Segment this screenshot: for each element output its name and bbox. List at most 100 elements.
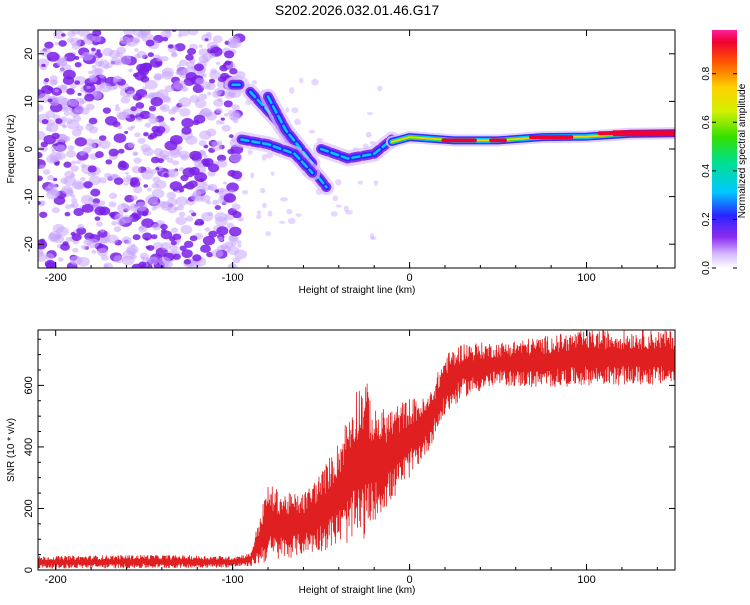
noise-blob <box>204 227 211 232</box>
noise-blob <box>145 194 158 205</box>
noise-blob <box>134 132 141 138</box>
noise-blob <box>279 197 288 202</box>
noise-blob <box>38 58 50 68</box>
noise-blob <box>228 134 234 139</box>
noise-blob <box>132 234 141 241</box>
noise-blob <box>80 244 88 250</box>
noise-blob <box>178 97 192 108</box>
noise-blob <box>221 124 231 132</box>
noise-blob <box>131 37 140 44</box>
noise-blob <box>39 211 48 218</box>
noise-blob <box>170 227 178 233</box>
colorbar-gradient <box>712 30 737 268</box>
noise-blob <box>147 256 159 265</box>
noise-blob <box>46 51 60 62</box>
noise-blob <box>180 225 193 235</box>
noise-blob <box>207 163 220 173</box>
spectrogram-ytick-label: 0 <box>23 146 35 152</box>
noise-blob <box>175 71 181 76</box>
snr-ytick-label: 0 <box>23 567 35 573</box>
noise-blob <box>99 82 112 93</box>
noise-blob <box>127 126 134 132</box>
noise-blob <box>39 164 46 170</box>
noise-blob <box>357 180 364 185</box>
noise-blob <box>52 223 65 233</box>
noise-blob <box>92 30 102 37</box>
noise-blob <box>265 231 271 237</box>
noise-blob <box>154 180 167 189</box>
noise-blob <box>369 233 375 240</box>
noise-blob <box>236 239 242 245</box>
noise-blob <box>68 99 79 107</box>
noise-blob <box>217 236 224 242</box>
noise-blob <box>311 78 319 86</box>
noise-blob <box>51 132 60 140</box>
noise-blob <box>169 181 183 191</box>
noise-blob <box>220 243 229 250</box>
noise-blob <box>89 75 98 83</box>
noise-blob <box>145 39 155 47</box>
noise-blob <box>74 137 87 147</box>
noise-blob <box>142 147 154 157</box>
noise-blob <box>133 186 143 194</box>
noise-blob <box>64 204 72 210</box>
ridge-peak <box>441 138 477 143</box>
noise-blob <box>231 170 243 180</box>
snr-xtick-label: 0 <box>407 574 413 586</box>
noise-blob <box>176 64 182 68</box>
noise-blob <box>114 213 124 221</box>
snr-ytick-label: 200 <box>23 499 35 517</box>
noise-blob <box>95 221 103 227</box>
noise-blob <box>74 181 85 190</box>
noise-blob <box>119 55 132 66</box>
noise-blob <box>215 120 222 125</box>
noise-blob <box>74 56 80 60</box>
noise-blob <box>172 253 181 260</box>
noise-blob <box>105 159 113 165</box>
noise-blob <box>96 80 102 85</box>
noise-blob <box>77 30 90 37</box>
track-d-layer <box>240 138 314 175</box>
noise-blob <box>223 193 236 203</box>
noise-blob <box>90 47 96 52</box>
noise-blob <box>41 118 49 125</box>
noise-blob <box>129 254 137 260</box>
noise-blob <box>180 154 189 161</box>
noise-blob <box>96 247 108 257</box>
noise-blob <box>76 227 87 235</box>
noise-blob <box>74 61 82 68</box>
noise-blob <box>227 40 238 49</box>
noise-blob <box>59 136 65 141</box>
noise-blob <box>214 205 221 210</box>
noise-blob <box>251 80 258 85</box>
noise-blob <box>130 203 137 209</box>
noise-blob <box>335 178 342 186</box>
noise-blob <box>198 93 208 100</box>
snr-ytick-label: 400 <box>23 438 35 456</box>
noise-blob <box>126 174 132 179</box>
noise-blob <box>188 209 195 214</box>
noise-blob <box>113 255 124 264</box>
noise-blob <box>142 232 153 241</box>
noise-blob <box>262 202 267 209</box>
noise-blob <box>95 151 104 158</box>
noise-blob <box>203 158 214 166</box>
noise-blob <box>185 54 194 61</box>
noise-blob <box>61 185 73 195</box>
snr-xtick-label: -200 <box>45 574 67 586</box>
noise-blob <box>215 107 223 114</box>
noise-blob <box>139 110 151 120</box>
noise-blob <box>42 169 51 175</box>
noise-blob <box>200 107 213 118</box>
noise-blob <box>80 107 90 115</box>
noise-blob <box>122 30 135 36</box>
noise-blob <box>208 53 216 59</box>
noise-blob <box>116 125 123 130</box>
noise-blob <box>99 228 105 233</box>
noise-blob <box>60 84 68 90</box>
spectrogram-ytick-label: -20 <box>23 236 35 252</box>
noise-blob <box>168 236 176 242</box>
noise-blob <box>87 165 97 173</box>
noise-blob <box>165 30 172 35</box>
noise-blob <box>92 204 98 208</box>
